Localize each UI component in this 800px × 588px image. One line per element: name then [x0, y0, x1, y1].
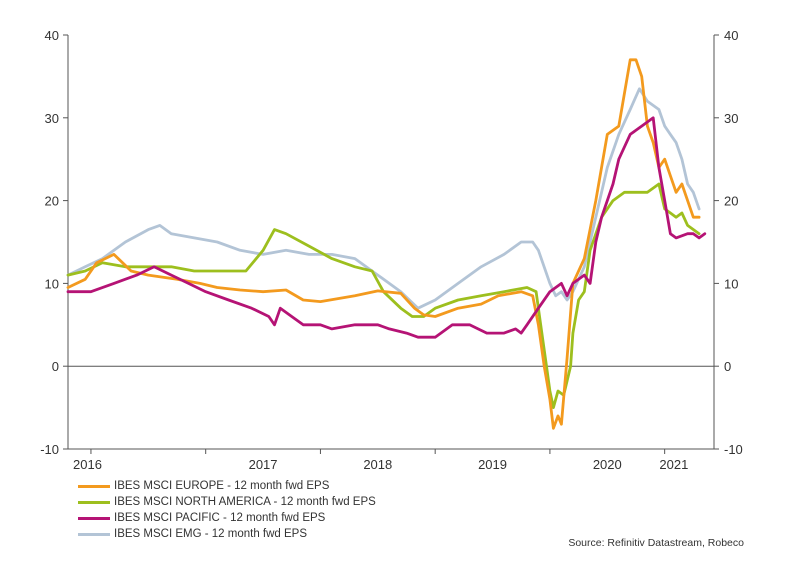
y-tick-label-right: -10	[724, 442, 743, 457]
legend-item-pacific: IBES MSCI PACIFIC - 12 month fwd EPS	[78, 510, 376, 526]
y-tick-label-right: 0	[724, 359, 731, 374]
legend: IBES MSCI EUROPE - 12 month fwd EPS IBES…	[78, 478, 376, 542]
series-line-emg	[66, 87, 701, 310]
y-tick-label-left: 40	[45, 28, 59, 43]
legend-item-north-america: IBES MSCI NORTH AMERICA - 12 month fwd E…	[78, 494, 376, 510]
y-tick-label-left: 30	[45, 111, 59, 126]
legend-swatch-pacific	[78, 516, 110, 520]
legend-swatch-north-america	[78, 500, 110, 504]
x-tick-label: 2018	[363, 457, 392, 470]
x-tick-label: 2020	[593, 457, 622, 470]
legend-label-north-america: IBES MSCI NORTH AMERICA - 12 month fwd E…	[114, 496, 376, 508]
axes-layer	[63, 34, 719, 454]
source-note: Source: Refinitiv Datastream, Robeco	[568, 537, 744, 549]
x-tick-label: 2019	[478, 457, 507, 470]
y-tick-label-left: 20	[45, 194, 59, 209]
y-tick-label-left: -10	[40, 442, 59, 457]
series-line-north-america	[66, 182, 701, 409]
x-tick-label: 2017	[249, 457, 278, 470]
series-layer	[66, 58, 707, 430]
y-tick-label-right: 40	[724, 28, 738, 43]
y-tick-label-left: 10	[45, 276, 59, 291]
legend-item-europe: IBES MSCI EUROPE - 12 month fwd EPS	[78, 478, 376, 494]
legend-label-emg: IBES MSCI EMG - 12 month fwd EPS	[114, 528, 308, 540]
legend-label-pacific: IBES MSCI PACIFIC - 12 month fwd EPS	[114, 512, 326, 524]
x-tick-label: 2021	[659, 457, 688, 470]
legend-swatch-europe	[78, 484, 110, 488]
legend-swatch-emg	[78, 532, 110, 536]
y-tick-label-right: 20	[724, 194, 738, 209]
x-tick-label: 2016	[73, 457, 102, 470]
y-tick-label-right: 30	[724, 111, 738, 126]
series-line-europe	[66, 58, 701, 430]
y-tick-label-right: 10	[724, 276, 738, 291]
y-tick-label-left: 0	[52, 359, 59, 374]
legend-label-europe: IBES MSCI EUROPE - 12 month fwd EPS	[114, 480, 330, 492]
legend-item-emg: IBES MSCI EMG - 12 month fwd EPS	[78, 526, 376, 542]
series-line-pacific	[66, 116, 707, 339]
